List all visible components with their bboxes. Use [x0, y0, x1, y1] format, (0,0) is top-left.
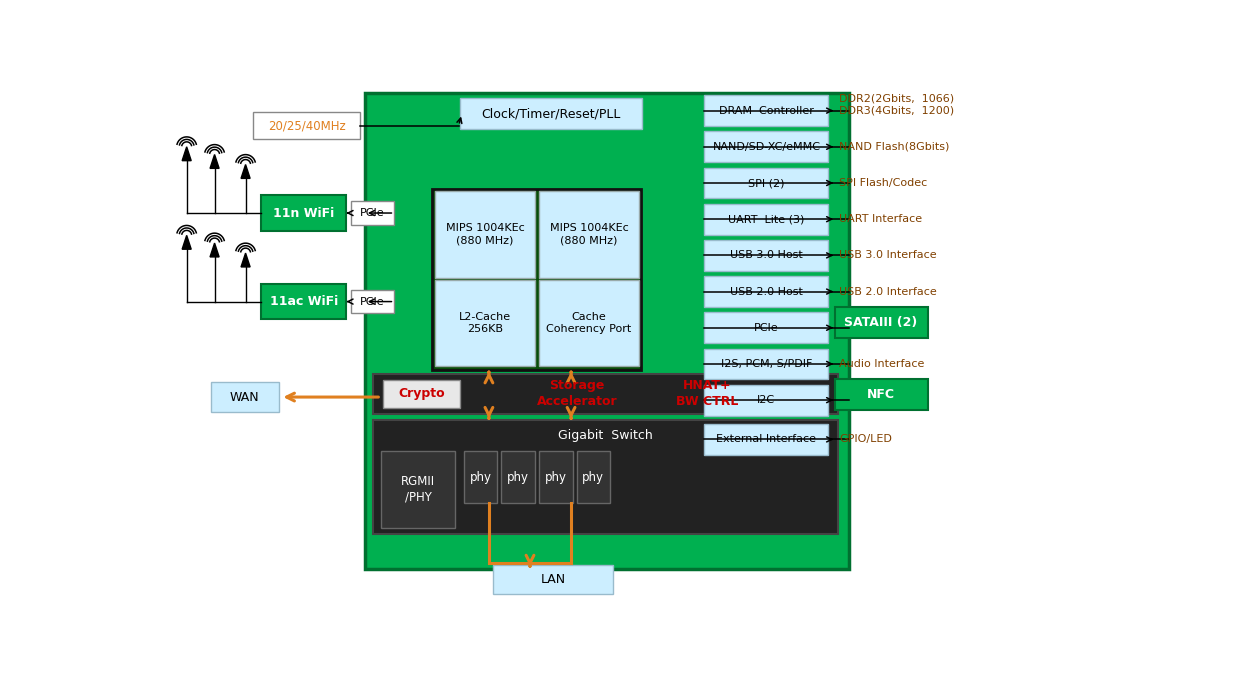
Text: UART  Lite (3): UART Lite (3)	[729, 214, 805, 224]
Polygon shape	[210, 243, 219, 257]
Bar	[704, 132, 829, 162]
Text: Storage
Accelerator: Storage Accelerator	[536, 380, 618, 408]
Text: phy: phy	[470, 471, 492, 483]
Bar	[539, 451, 572, 503]
Text: Audio Interface: Audio Interface	[840, 359, 925, 369]
Text: Cache
Coherency Port: Cache Coherency Port	[546, 312, 631, 334]
Text: SPI Flash/Codec: SPI Flash/Codec	[840, 178, 927, 188]
Bar	[261, 195, 346, 231]
Polygon shape	[182, 147, 191, 161]
Text: phy: phy	[507, 471, 529, 483]
Bar	[835, 380, 927, 410]
Bar	[539, 191, 639, 278]
Bar	[704, 276, 829, 307]
Bar	[539, 280, 639, 366]
Bar	[704, 167, 829, 199]
Polygon shape	[240, 253, 250, 267]
Bar	[704, 348, 829, 380]
Text: Clock/Timer/Reset/PLL: Clock/Timer/Reset/PLL	[482, 107, 621, 120]
Text: SPI (2): SPI (2)	[748, 178, 784, 188]
Polygon shape	[210, 155, 219, 168]
Bar	[351, 290, 395, 313]
Text: NFC: NFC	[867, 388, 895, 401]
Bar	[704, 204, 829, 235]
Text: Gigabit  Switch: Gigabit Switch	[557, 429, 652, 442]
Bar	[502, 451, 535, 503]
Text: I2C: I2C	[757, 395, 776, 405]
Text: RGMII
/PHY: RGMII /PHY	[401, 475, 435, 504]
Text: PCIe: PCIe	[360, 296, 385, 306]
Bar	[372, 374, 837, 414]
Text: 11ac WiFi: 11ac WiFi	[270, 295, 338, 308]
Bar	[432, 189, 641, 370]
Bar	[704, 384, 829, 416]
Bar	[365, 93, 850, 569]
Bar	[351, 201, 395, 224]
Text: 11n WiFi: 11n WiFi	[272, 207, 334, 220]
Text: USB 2.0 Host: USB 2.0 Host	[730, 287, 803, 296]
Text: USB 3.0 Interface: USB 3.0 Interface	[840, 250, 937, 260]
Text: I2S, PCM, S/PDIF: I2S, PCM, S/PDIF	[720, 359, 813, 369]
Text: GPIO/LED: GPIO/LED	[840, 435, 893, 444]
Bar	[261, 284, 346, 319]
Text: 20/25/40MHz: 20/25/40MHz	[268, 119, 345, 132]
Polygon shape	[182, 235, 191, 250]
Text: L2-Cache
256KB: L2-Cache 256KB	[459, 312, 512, 334]
Text: phy: phy	[582, 471, 604, 483]
Text: SATAIII (2): SATAIII (2)	[845, 316, 917, 329]
Text: DDR2(2Gbits,  1066)
DDR3(4Gbits,  1200): DDR2(2Gbits, 1066) DDR3(4Gbits, 1200)	[840, 94, 954, 116]
Bar	[704, 240, 829, 271]
Text: WAN: WAN	[231, 391, 260, 403]
Text: phy: phy	[545, 471, 567, 483]
Text: USB 3.0 Host: USB 3.0 Host	[730, 250, 803, 260]
Bar	[577, 451, 610, 503]
Text: DRAM  Controller: DRAM Controller	[719, 106, 814, 116]
Text: UART Interface: UART Interface	[840, 214, 922, 224]
Text: NAND Flash(8Gbits): NAND Flash(8Gbits)	[840, 142, 949, 152]
Bar	[253, 112, 360, 139]
Bar	[460, 98, 642, 129]
Text: Crypto: Crypto	[398, 388, 445, 401]
Text: External Interface: External Interface	[716, 435, 816, 444]
Text: HNAT+
BW CTRL: HNAT+ BW CTRL	[676, 380, 739, 408]
Bar	[493, 565, 613, 594]
Text: PCIe: PCIe	[360, 208, 385, 218]
Text: LAN: LAN	[540, 573, 566, 586]
Bar	[464, 451, 497, 503]
Bar	[704, 424, 829, 455]
Bar	[211, 382, 279, 412]
Text: NAND/SD-XC/eMMC: NAND/SD-XC/eMMC	[713, 142, 820, 152]
Bar	[704, 313, 829, 343]
Text: MIPS 1004KEc
(880 MHz): MIPS 1004KEc (880 MHz)	[445, 223, 524, 246]
Text: MIPS 1004KEc
(880 MHz): MIPS 1004KEc (880 MHz)	[550, 223, 629, 246]
Bar	[435, 280, 535, 366]
Bar	[381, 451, 455, 528]
Bar	[382, 380, 460, 408]
Text: PCIe: PCIe	[755, 323, 779, 333]
Bar	[835, 307, 927, 338]
Polygon shape	[240, 165, 250, 178]
Bar	[435, 191, 535, 278]
Bar	[372, 420, 837, 534]
Text: USB 2.0 Interface: USB 2.0 Interface	[840, 287, 937, 296]
Bar	[704, 95, 829, 126]
